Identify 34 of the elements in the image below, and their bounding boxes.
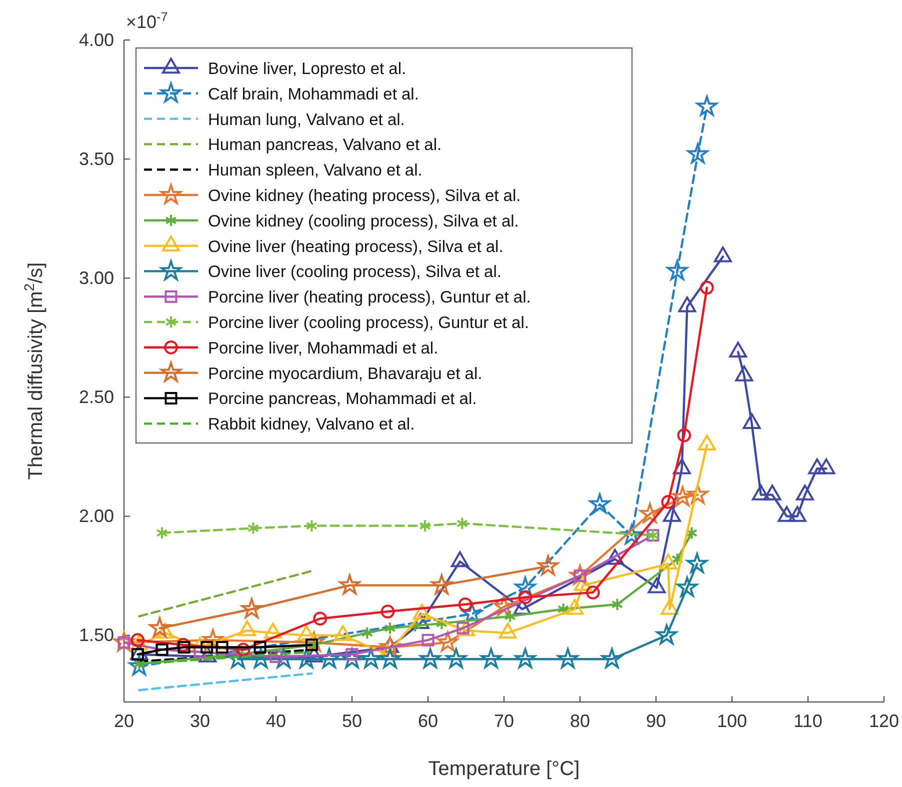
legend-label: Porcine liver (cooling process), Guntur et al. <box>208 314 529 332</box>
legend-label: Ovine liver (heating process), Silva et al. <box>208 238 504 256</box>
legend-label: Human spleen, Valvano et al. <box>208 162 422 180</box>
legend-label: Porcine pancreas, Mohammadi et al. <box>208 390 477 408</box>
y-tick-label: 3.00 <box>78 268 114 288</box>
x-tick-label: 70 <box>494 710 514 731</box>
legend-label: Ovine liver (cooling process), Silva et al. <box>208 263 502 282</box>
y-tick-label: 4.00 <box>78 30 114 50</box>
x-tick-label: 110 <box>794 710 822 731</box>
legend-label: Porcine myocardium, Bhavaraju et al. <box>208 364 482 383</box>
x-tick-label: 50 <box>342 710 362 731</box>
y-tick-label: 1.50 <box>78 625 114 646</box>
y-tick-label: 2.50 <box>78 386 114 407</box>
legend-label: Ovine kidney (cooling process), Silva et al. <box>208 212 519 230</box>
y-tick-label: 2.00 <box>78 506 114 526</box>
text: ×10$^{-7}$ <box>126 10 168 32</box>
legend-label: Ovine kidney (heating process), Silva et al. <box>208 187 521 205</box>
legend-label: Calf brain, Mohammadi et al. <box>208 85 419 104</box>
x-tick-label: 120 <box>868 710 900 731</box>
x-tick-label: 100 <box>716 710 748 731</box>
x-tick-label: 60 <box>418 710 438 731</box>
legend-label: Rabbit kidney, Valvano et al. <box>208 416 415 434</box>
x-tick-label: 80 <box>570 710 590 731</box>
x-tick-label: 40 <box>266 710 286 731</box>
y-tick-label: 3.50 <box>78 148 114 169</box>
x-tick-label: 20 <box>114 710 134 731</box>
legend-label: Human pancreas, Valvano et al. <box>208 136 442 154</box>
legend-label: Porcine liver (heating process), Guntur et al. <box>208 288 531 307</box>
legend-label: Human lung, Valvano et al. <box>208 110 405 129</box>
x-tick-label: 90 <box>646 710 666 731</box>
legend-label: Porcine liver, Mohammadi et al. <box>208 339 438 358</box>
x-axis-title: Temperature [°C] <box>428 758 580 780</box>
x-tick-label: 30 <box>190 710 210 731</box>
legend-label: Bovine liver, Lopresto et al. <box>208 60 406 78</box>
